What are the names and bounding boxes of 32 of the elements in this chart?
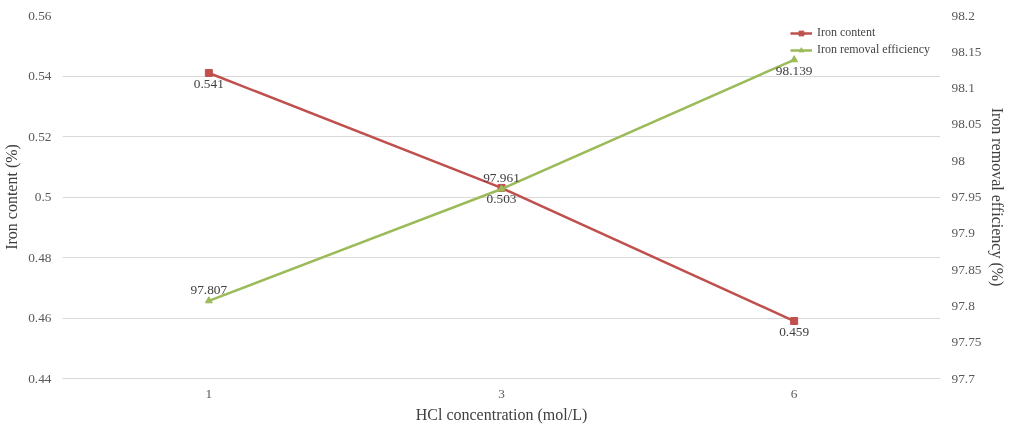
- x-tick-label: 3: [498, 385, 506, 401]
- y2-tick-label: 98.2: [951, 7, 975, 23]
- y-tick-label: 0.46: [28, 310, 52, 325]
- y2-tick-label: 98.05: [951, 116, 982, 132]
- legend-label: Iron removal efficiency: [816, 42, 930, 57]
- data-label: 0.503: [486, 190, 517, 206]
- y2-tick-label: 97.95: [951, 189, 982, 204]
- x-tick-label: 6: [790, 385, 798, 401]
- y2-tick-label: 97.8: [951, 297, 976, 313]
- y2-tick-label: 98.1: [951, 80, 975, 96]
- x-axis-title: HCl concentration (mol/L): [415, 405, 588, 424]
- y-tick-label: 0.52: [28, 128, 52, 144]
- y2-tick-label: 97.7: [951, 370, 976, 386]
- y2-tick-label: 98: [951, 152, 966, 168]
- data-label: 0.459: [779, 324, 810, 340]
- data-label: 97.961: [483, 170, 520, 186]
- y2-tick-label: 97.75: [951, 334, 982, 350]
- legend-label: Iron content: [816, 25, 876, 40]
- y2-axis-title: Iron removal efficiency (%): [988, 107, 1007, 287]
- x-tick-label: 1: [205, 385, 213, 401]
- data-label: 98.139: [775, 62, 813, 78]
- y-tick-label: 0.5: [34, 189, 52, 204]
- y-tick-label: 0.48: [28, 249, 52, 265]
- data-label: 97.807: [190, 281, 228, 297]
- y2-tick-label: 97.85: [951, 261, 982, 277]
- y-tick-label: 0.54: [28, 68, 52, 83]
- y-axis-title: Iron content (%): [3, 144, 22, 250]
- data-label: 0.541: [193, 75, 224, 91]
- y2-tick-label: 97.9: [951, 225, 976, 241]
- y-tick-label: 0.56: [28, 7, 52, 23]
- y2-tick-label: 98.15: [951, 43, 982, 59]
- y-tick-label: 0.44: [28, 370, 52, 386]
